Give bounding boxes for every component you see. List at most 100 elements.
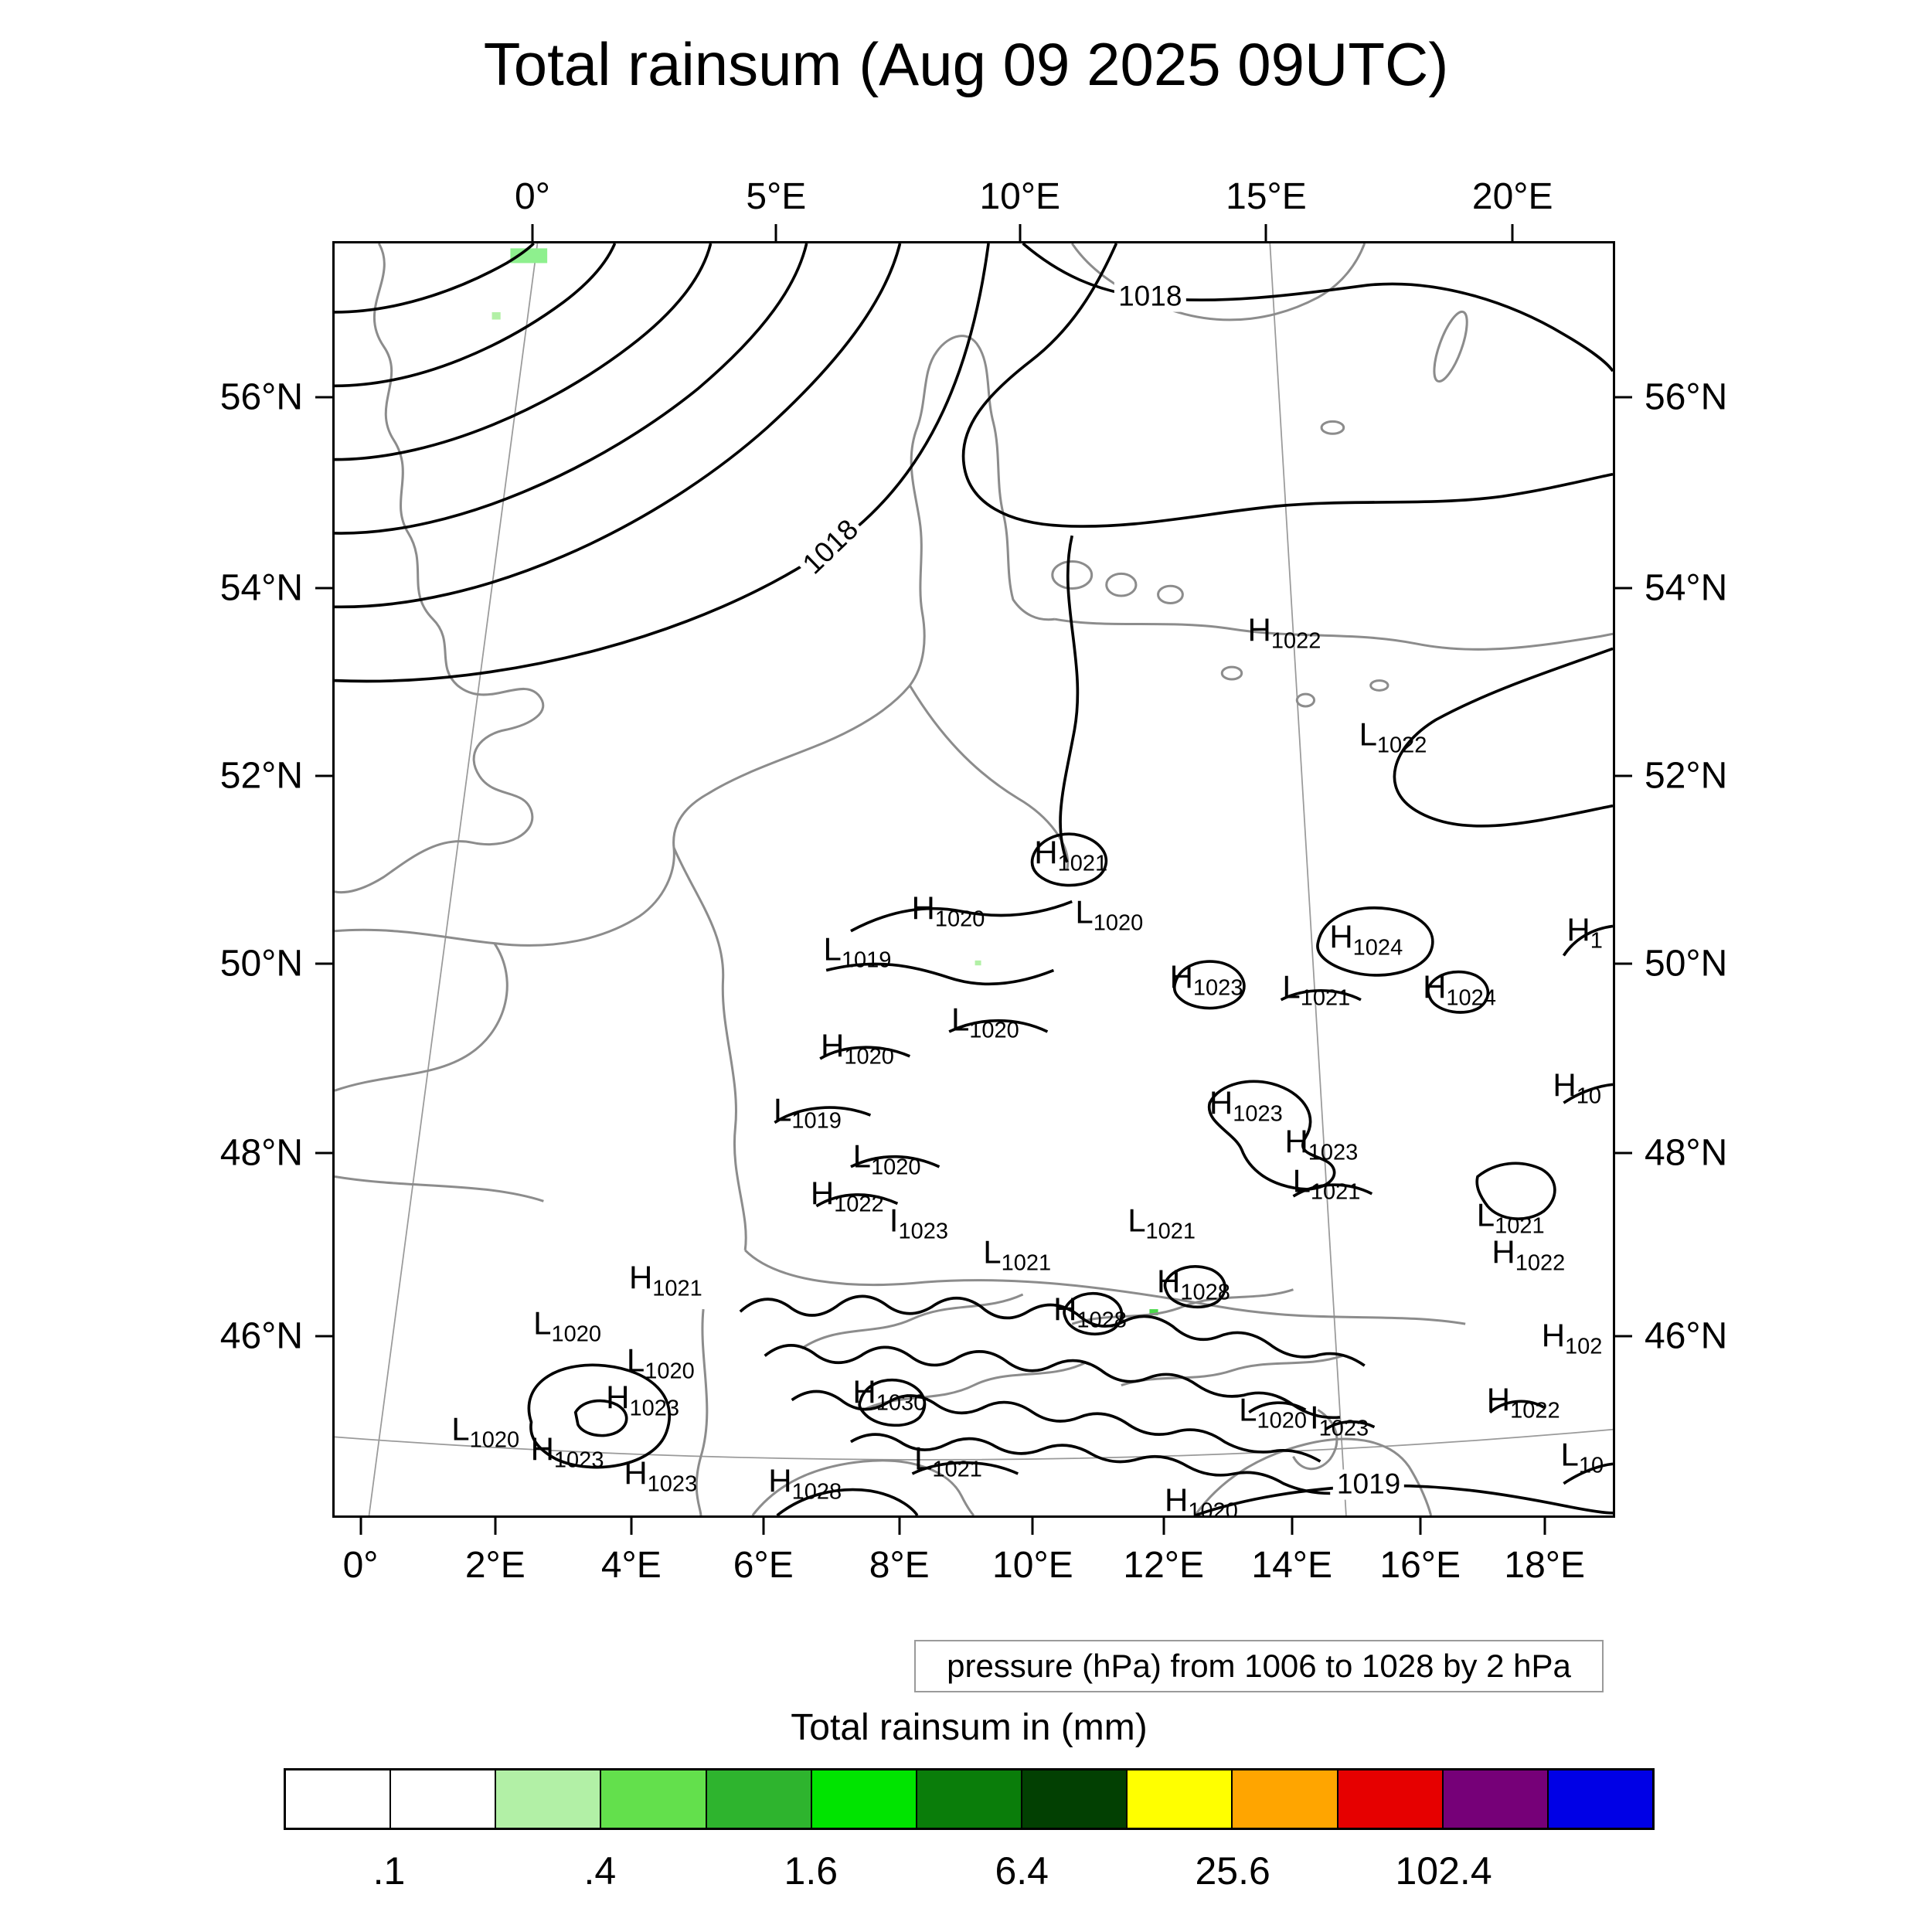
pressure-center-label: H1024 (1423, 968, 1496, 1011)
axis-tick-right (1615, 1335, 1632, 1338)
pressure-center-label: L1021 (1282, 968, 1351, 1011)
colorbar-segment (811, 1770, 917, 1828)
colorbar-tick-label: 6.4 (995, 1849, 1049, 1893)
axis-label-bottom: 0° (342, 1545, 379, 1586)
axis-tick-bottom (1162, 1518, 1165, 1535)
axis-label-top: 0° (515, 176, 550, 217)
axis-tick-left (315, 1335, 332, 1338)
axis-label-left: 56°N (219, 376, 303, 418)
axis-tick-top (531, 224, 534, 241)
axis-tick-bottom (1543, 1518, 1546, 1535)
pressure-center-label: L1019 (823, 930, 892, 973)
axis-tick-right (1615, 396, 1632, 399)
pressure-center-label: L1020 (852, 1138, 921, 1180)
axis-tick-bottom (898, 1518, 901, 1535)
axis-label-left: 52°N (219, 755, 303, 797)
pressure-center-label: L1021 (1476, 1196, 1545, 1239)
axis-label-bottom: 18°E (1504, 1545, 1585, 1586)
isobar-value-label: 1018 (1114, 281, 1186, 312)
axis-tick-left (315, 774, 332, 777)
pressure-center-label: H1023 (1169, 958, 1243, 1001)
colorbar-segment (391, 1770, 497, 1828)
colorbar-tick-label: 25.6 (1195, 1849, 1270, 1893)
colorbar-segment (1022, 1770, 1128, 1828)
axis-label-bottom: 14°E (1251, 1545, 1332, 1586)
axis-tick-bottom (630, 1518, 633, 1535)
axis-label-bottom: 6°E (733, 1545, 794, 1586)
isobar-value-label: 1019 (1332, 1469, 1405, 1500)
pressure-center-label: H10 (1553, 1066, 1601, 1109)
axis-tick-top (1511, 224, 1514, 241)
axis-tick-left (315, 1151, 332, 1155)
colorbar-tick-label: 102.4 (1395, 1849, 1492, 1893)
axis-label-top: 10°E (979, 176, 1061, 217)
pressure-center-label: I1023 (889, 1202, 948, 1244)
pressure-center-label: H1021 (628, 1259, 702, 1301)
page-title: Total rainsum (Aug 09 2025 09UTC) (483, 30, 1449, 98)
pressure-center-label: L1021 (1128, 1202, 1196, 1244)
axis-tick-right (1615, 1151, 1632, 1155)
axis-label-bottom: 10°E (992, 1545, 1073, 1586)
axis-label-bottom: 16°E (1379, 1545, 1461, 1586)
axis-label-bottom: 8°E (869, 1545, 930, 1586)
axis-label-top: 20°E (1471, 176, 1553, 217)
pressure-center-label: L1021 (1292, 1162, 1361, 1205)
pressure-center-label: H1020 (911, 889, 985, 932)
pressure-center-label: H1021 (1034, 834, 1108, 876)
axis-label-right: 48°N (1645, 1132, 1728, 1174)
pressure-center-label: H1023 (1209, 1084, 1283, 1127)
pressure-center-label: L1020 (451, 1410, 520, 1453)
colorbar-segment (1338, 1770, 1444, 1828)
axis-label-right: 46°N (1645, 1315, 1728, 1357)
pressure-center-label: H1022 (1492, 1233, 1566, 1276)
colorbar-tick-label: .4 (583, 1849, 617, 1893)
axis-tick-top (1264, 224, 1267, 241)
axis-tick-right (1615, 587, 1632, 590)
colorbar-segment (1443, 1770, 1549, 1828)
pressure-center-label: H1023 (606, 1379, 680, 1420)
axis-tick-bottom (762, 1518, 765, 1535)
pressure-center-label: H1022 (810, 1175, 884, 1217)
axis-label-bottom: 4°E (600, 1545, 662, 1586)
colorbar-segment (601, 1770, 707, 1828)
axis-label-right: 50°N (1645, 943, 1728, 985)
axis-label-top: 15°E (1226, 176, 1307, 217)
colorbar-segment (1548, 1770, 1653, 1828)
pressure-center-label: L10 (1560, 1436, 1604, 1478)
pressure-layer: H1022 L1022 H1021 H1020 L1020 L1019 H1024 H1 H10… (335, 243, 1613, 1515)
axis-label-right: 52°N (1645, 755, 1728, 797)
axis-tick-bottom (1031, 1518, 1034, 1535)
axis-tick-bottom (359, 1518, 362, 1535)
pressure-caption: pressure (hPa) from 1006 to 1028 by 2 hP… (914, 1640, 1604, 1692)
pressure-center-label: L1021 (983, 1233, 1052, 1276)
axis-tick-left (315, 587, 332, 590)
pressure-center-label: H1028 (1053, 1291, 1127, 1333)
axis-tick-bottom (1419, 1518, 1422, 1535)
pressure-center-label: L1020 (951, 1001, 1019, 1043)
axis-tick-right (1615, 962, 1632, 965)
pressure-center-label: H1020 (1164, 1481, 1238, 1518)
axis-label-left: 54°N (219, 567, 303, 609)
axis-tick-left (315, 396, 332, 399)
axis-label-top: 5°E (746, 176, 807, 217)
axis-label-bottom: 12°E (1123, 1545, 1204, 1586)
pressure-center-label: H1022 (1486, 1381, 1560, 1423)
contour-label-layer: 1018 1018 1019 (335, 243, 1613, 1515)
colorbar-segment (1233, 1770, 1338, 1828)
colorbar-segment (496, 1770, 602, 1828)
colorbar-segment (286, 1770, 392, 1828)
pressure-center-label: H1020 (821, 1027, 894, 1070)
map-frame: 1018 1018 1019 H1022 L1022 H1021 H1020 L1020 L1… (332, 241, 1615, 1518)
pressure-center-label: H1 (1566, 911, 1603, 954)
legend-title: Total rainsum in (mm) (791, 1707, 1148, 1748)
pressure-center-label: H1028 (768, 1462, 842, 1505)
axis-label-left: 50°N (219, 943, 303, 985)
colorbar-labels: .1 .4 1.6 6.4 25.6 102.4 (284, 1849, 1655, 1895)
map-axes: 1018 1018 1019 H1022 L1022 H1021 H1020 L1020 L1… (220, 176, 1728, 1586)
pressure-center-label: L1019 (774, 1091, 842, 1133)
pressure-center-label: H1022 (1247, 611, 1321, 654)
pressure-center-label: L1020 (1239, 1391, 1307, 1434)
axis-label-left: 48°N (219, 1132, 303, 1174)
axis-tick-left (315, 962, 332, 965)
pressure-center-label: L1021 (913, 1440, 982, 1481)
